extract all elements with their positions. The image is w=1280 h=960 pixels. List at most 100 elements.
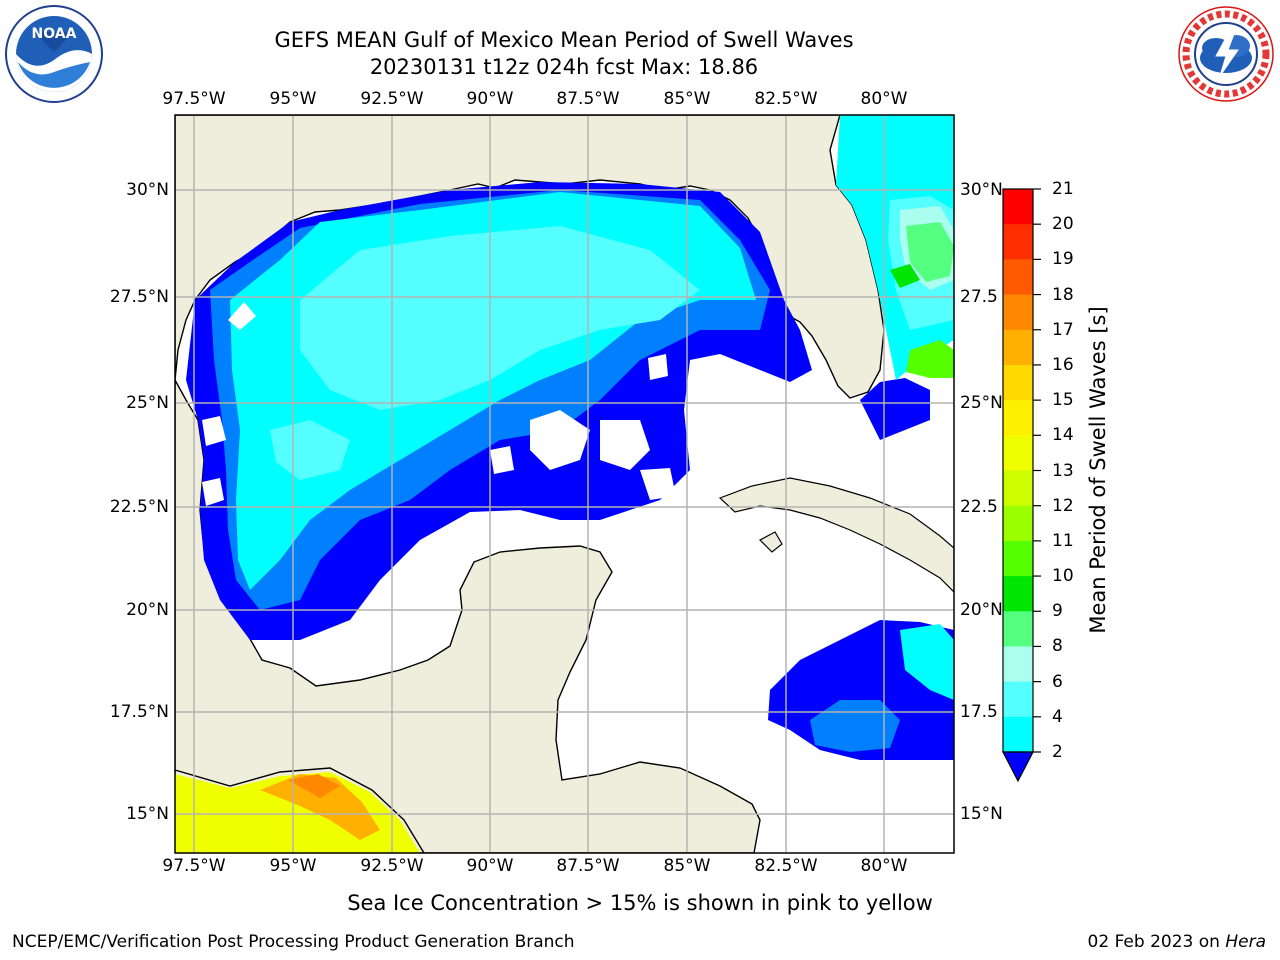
colorbar-tick-label: 17	[1052, 319, 1074, 340]
field-cyan-caribbean	[900, 624, 954, 700]
field-lightcyan	[300, 226, 700, 410]
colorbar-bands	[1003, 189, 1033, 753]
colorbar-band	[1003, 189, 1033, 225]
lat-label-left: 27.5°N	[109, 287, 169, 307]
lat-label-left: 22.5°N	[109, 497, 169, 517]
field-green-2	[890, 264, 920, 288]
footer-credit: NCEP/EMC/Verification Post Processing Pr…	[12, 932, 575, 952]
chart-subtitle: 20230131 t12z 024h fcst Max: 18.86	[369, 55, 759, 79]
lat-label-right: 25°N	[960, 393, 1003, 413]
lon-label-top: 95°W	[269, 89, 317, 109]
lon-label-bottom: 82.5°W	[754, 856, 818, 876]
lat-label-right: 15°N	[960, 804, 1003, 824]
lon-label-bottom: 95°W	[269, 856, 317, 876]
lat-label-right: 22.5	[960, 497, 998, 517]
colorbar-tick-label: 10	[1052, 566, 1074, 587]
colorbar-band	[1003, 294, 1033, 331]
field-hole-4	[530, 410, 590, 470]
colorbar-band	[1003, 681, 1033, 718]
colorbar-tick-label: 21	[1052, 179, 1074, 199]
lon-label-bottom: 80°W	[860, 856, 908, 876]
colorbar-band	[1003, 329, 1033, 366]
lat-label-left: 25°N	[126, 393, 169, 413]
field-hole-6	[648, 354, 668, 380]
colorbar-ticks	[1033, 188, 1041, 753]
lat-label-left: 15°N	[126, 804, 169, 824]
noaa-logo: NOAA	[5, 5, 103, 103]
lon-label-top: 82.5°W	[754, 89, 818, 109]
field-hole-5	[600, 420, 650, 470]
colorbar-tick-label: 19	[1052, 249, 1074, 270]
sea-ice-note-text: Sea Ice Concentration > 15% is shown in …	[347, 891, 933, 915]
colorbar-band	[1003, 364, 1033, 401]
footer-date-text: 02 Feb 2023 on	[1087, 932, 1226, 952]
field-hole-8	[640, 468, 676, 500]
field-orange-pacific	[260, 774, 380, 840]
lon-label-bottom: 90°W	[466, 856, 514, 876]
field-hole-7	[490, 446, 514, 474]
footer-date: 02 Feb 2023 on Hera	[1088, 932, 1266, 952]
colorbar-band	[1003, 470, 1033, 507]
colorbar-tick-label: 11	[1052, 530, 1074, 551]
lon-label-bottom: 92.5°W	[360, 856, 424, 876]
colorbar-band	[1003, 611, 1033, 647]
noaa-logo-text: NOAA	[32, 26, 77, 42]
lon-label-top: 87.5°W	[556, 89, 620, 109]
map-frame	[174, 114, 955, 854]
colorbar-tick-label: 8	[1052, 636, 1063, 657]
field-hole-2	[202, 416, 226, 446]
colorbar-tick-label: 2	[1052, 742, 1063, 762]
lon-label-bottom: 85°W	[663, 856, 711, 876]
field-hole-3	[202, 478, 224, 506]
lat-label-right: 27.5	[960, 287, 998, 307]
lon-label-top: 90°W	[466, 89, 514, 109]
lat-label-left: 17.5°N	[109, 702, 169, 722]
graticule	[175, 115, 954, 853]
lat-label-right: 30°N	[960, 180, 1003, 200]
colorbar-band	[1003, 646, 1033, 683]
field-green-3	[906, 340, 954, 378]
colorbar-extend-arrow	[1002, 751, 1034, 783]
colorbar-band	[1003, 400, 1033, 436]
lon-label-top: 92.5°W	[360, 89, 424, 109]
lat-label-left: 30°N	[126, 180, 169, 200]
colorbar-tick-label: 12	[1052, 495, 1074, 516]
colorbar-label: Mean Period of Swell Waves [s]	[1086, 306, 1110, 634]
colorbar-band	[1003, 435, 1033, 471]
colorbar-tick-label: 13	[1052, 460, 1074, 481]
colorbar-band	[1003, 540, 1033, 577]
lon-label-bottom: 87.5°W	[556, 856, 620, 876]
lon-label-top: 85°W	[663, 89, 711, 109]
field-green-1	[906, 222, 954, 282]
colorbar-tick-label: 15	[1052, 390, 1074, 411]
lon-label-top: 97.5°W	[162, 89, 226, 109]
colorbar-tick-label: 16	[1052, 354, 1074, 375]
colorbar-band	[1003, 259, 1033, 296]
colorbar-band	[1003, 224, 1033, 260]
lon-label-bottom: 97.5°W	[162, 856, 226, 876]
footer-host: Hera	[1225, 932, 1266, 952]
colorbar-tick-label: 20	[1052, 214, 1074, 235]
pacific-coast	[175, 767, 425, 853]
field-lightcyan-2	[270, 420, 350, 480]
field-blue-east	[860, 378, 930, 440]
colorbar-band	[1003, 716, 1033, 753]
colorbar-tick-label: 18	[1052, 284, 1074, 305]
colorbar-band	[1003, 576, 1033, 612]
nws-logo	[1178, 6, 1274, 102]
map-panel	[175, 115, 954, 853]
colorbar-tick-label: 14	[1052, 425, 1074, 446]
field-darkorange-pacific	[288, 774, 340, 798]
lat-label-right: 20°N	[960, 600, 1003, 620]
colorbar-band	[1003, 505, 1033, 542]
sea-ice-note: Sea Ice Concentration > 15% is shown in …	[0, 891, 1280, 915]
field-hole-1	[228, 302, 256, 330]
lon-label-top: 80°W	[860, 89, 908, 109]
colorbar-tick-label: 9	[1052, 601, 1063, 622]
field-dodgerblue-caribbean	[810, 700, 900, 752]
colorbar-tick-label: 6	[1052, 671, 1063, 692]
colorbar-tick-label: 4	[1052, 706, 1063, 727]
land-isle-of-youth	[759, 531, 783, 553]
